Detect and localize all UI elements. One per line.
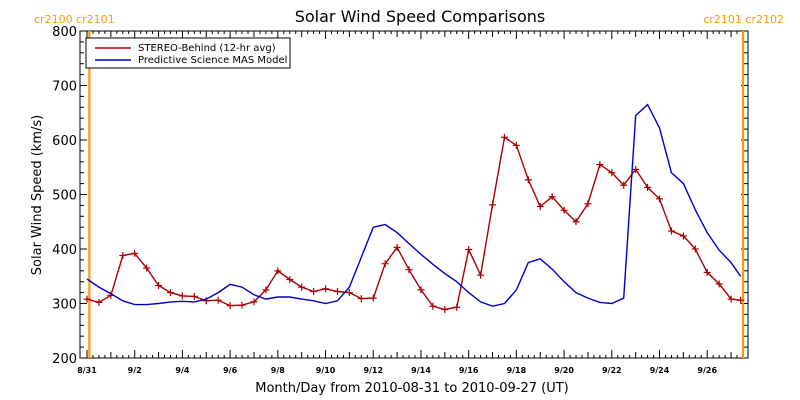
data-point [131, 249, 139, 257]
plot-frame [79, 30, 749, 359]
data-point [560, 206, 568, 214]
data-point [441, 305, 449, 313]
x-tick-label: 9/2 [128, 366, 142, 375]
data-point [608, 169, 616, 177]
data-point [620, 181, 628, 189]
series-line-0 [86, 136, 741, 311]
data-point [298, 283, 306, 291]
data-point [226, 302, 234, 310]
data-point [166, 289, 174, 297]
x-tick-label: 9/4 [175, 366, 189, 375]
x-tick-label: 9/16 [459, 366, 479, 375]
x-tick-label: 9/18 [507, 366, 527, 375]
data-point [143, 264, 151, 272]
y-axis-label: Solar Wind Speed (km/s) [30, 115, 45, 275]
data-point [512, 141, 520, 149]
y-tick-label: 200 [52, 352, 77, 367]
x-tick-label: 9/12 [363, 366, 383, 375]
x-tick-label: 8/31 [77, 366, 97, 375]
y-tick-label: 500 [52, 189, 77, 204]
carrington-label-left: cr2100 cr2101 [34, 13, 115, 26]
data-point [667, 227, 675, 235]
series-line-1 [86, 103, 742, 307]
data-point [536, 202, 544, 210]
data-point [477, 271, 485, 279]
data-point [322, 285, 330, 293]
data-point [274, 267, 282, 275]
legend-box [85, 37, 291, 69]
x-tick-label: 9/20 [554, 366, 574, 375]
data-point [357, 295, 365, 303]
data-point [286, 276, 294, 284]
x-tick-label: 9/26 [697, 366, 717, 375]
y-tick-label: 300 [52, 298, 77, 313]
y-tick-label: 800 [52, 25, 77, 40]
legend-label-mas-model: Predictive Science MAS Model [138, 55, 287, 66]
x-tick-label: 9/14 [411, 366, 431, 375]
data-point [644, 183, 652, 191]
data-point [572, 218, 580, 226]
data-point [310, 288, 318, 296]
legend: STEREO-Behind (12-hr avg) Predictive Sci… [85, 37, 291, 69]
data-point [453, 303, 461, 311]
data-point [190, 292, 198, 300]
y-tick-label: 400 [52, 243, 77, 258]
chart-title: Solar Wind Speed Comparisons [295, 7, 546, 26]
data-point [178, 292, 186, 300]
data-point [238, 301, 246, 309]
data-point [679, 232, 687, 240]
x-tick-label: 9/22 [602, 366, 622, 375]
data-point [737, 296, 745, 304]
y-tick-label: 600 [52, 134, 77, 149]
data-point [656, 195, 664, 203]
legend-label-stereo: STEREO-Behind (12-hr avg) [138, 43, 276, 54]
data-point [333, 288, 341, 296]
x-tick-label: 9/8 [271, 366, 285, 375]
data-point [465, 246, 473, 254]
data-point [703, 268, 711, 276]
data-point [393, 243, 401, 251]
data-point [381, 260, 389, 268]
data-point [250, 298, 258, 306]
data-point [119, 252, 127, 260]
data-point [83, 295, 91, 303]
x-tick-label: 9/6 [223, 366, 237, 375]
data-point [584, 200, 592, 208]
x-tick-label: 9/10 [316, 366, 336, 375]
data-point [369, 294, 377, 302]
plot-area: 200 300 400 500 600 700 800 8/31 9/2 9/4 9/6 9/8 9/1… [52, 25, 749, 375]
data-point [524, 176, 532, 184]
x-tick-label: 9/24 [650, 366, 670, 375]
data-point [345, 289, 353, 297]
data-point [429, 302, 437, 310]
x-axis-label: Month/Day from 2010-08-31 to 2010-09-27 … [255, 381, 568, 396]
data-point [691, 245, 699, 253]
data-point [417, 286, 425, 294]
data-point [95, 298, 103, 306]
data-point [262, 286, 270, 294]
data-point [489, 201, 497, 209]
data-point [214, 296, 222, 304]
data-point [632, 165, 640, 173]
data-point [596, 161, 604, 169]
data-point [727, 295, 735, 303]
data-point [500, 133, 508, 141]
data-point [548, 193, 556, 201]
y-tick-label: 700 [52, 80, 77, 95]
data-point [405, 266, 413, 274]
carrington-label-right: cr2101 cr2102 [703, 13, 784, 26]
data-point [715, 280, 723, 288]
data-point [155, 282, 163, 290]
